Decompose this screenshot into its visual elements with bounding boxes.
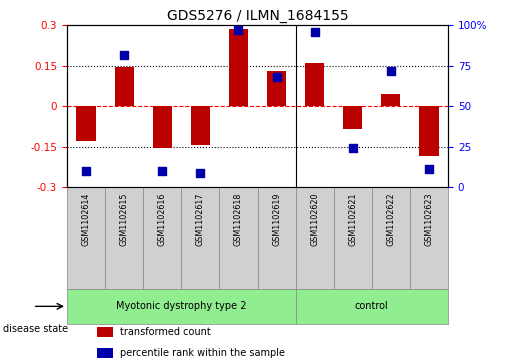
Text: GSM1102614: GSM1102614 (81, 192, 91, 246)
Text: GSM1102619: GSM1102619 (272, 192, 281, 246)
Bar (334, 187, 372, 289)
Point (158, 168, 166, 174)
Bar (97, 348, 113, 358)
Bar (97, 327, 113, 337)
Text: disease state: disease state (3, 323, 67, 334)
Text: GSM1102621: GSM1102621 (348, 192, 357, 246)
Text: transformed count: transformed count (121, 327, 211, 337)
Bar (267, 71, 286, 106)
Text: GSM1102623: GSM1102623 (424, 192, 434, 246)
Bar (219, 187, 258, 289)
Point (196, 170, 204, 176)
Bar (181, 187, 219, 289)
Bar (419, 106, 439, 156)
Text: GSM1102622: GSM1102622 (386, 192, 396, 246)
Text: control: control (355, 301, 389, 311)
Point (82, 168, 90, 174)
Bar (372, 187, 410, 289)
Bar (258, 187, 296, 289)
Text: Myotonic dystrophy type 2: Myotonic dystrophy type 2 (116, 301, 247, 311)
Bar (296, 187, 334, 289)
Text: GSM1102618: GSM1102618 (234, 192, 243, 246)
Bar (344, 106, 363, 129)
Point (311, 29, 319, 35)
Text: GSM1102615: GSM1102615 (119, 192, 129, 246)
Bar (382, 94, 401, 106)
Text: GSM1102620: GSM1102620 (310, 192, 319, 246)
Point (234, 27, 243, 33)
Bar (305, 63, 324, 106)
Bar (153, 106, 172, 148)
Bar (114, 67, 134, 106)
Text: GSM1102616: GSM1102616 (158, 192, 167, 246)
Bar (67, 289, 296, 324)
Point (120, 52, 128, 57)
Title: GDS5276 / ILMN_1684155: GDS5276 / ILMN_1684155 (167, 9, 348, 23)
Bar (76, 106, 96, 142)
Point (272, 74, 281, 80)
Bar (296, 289, 448, 324)
Point (349, 146, 357, 151)
Text: percentile rank within the sample: percentile rank within the sample (121, 348, 285, 358)
Bar (67, 187, 105, 289)
Bar (143, 187, 181, 289)
Bar (410, 187, 448, 289)
Text: GSM1102617: GSM1102617 (196, 192, 205, 246)
Point (387, 68, 395, 74)
Point (425, 167, 433, 172)
Bar (105, 187, 143, 289)
Bar (191, 106, 210, 146)
Bar (229, 29, 248, 106)
